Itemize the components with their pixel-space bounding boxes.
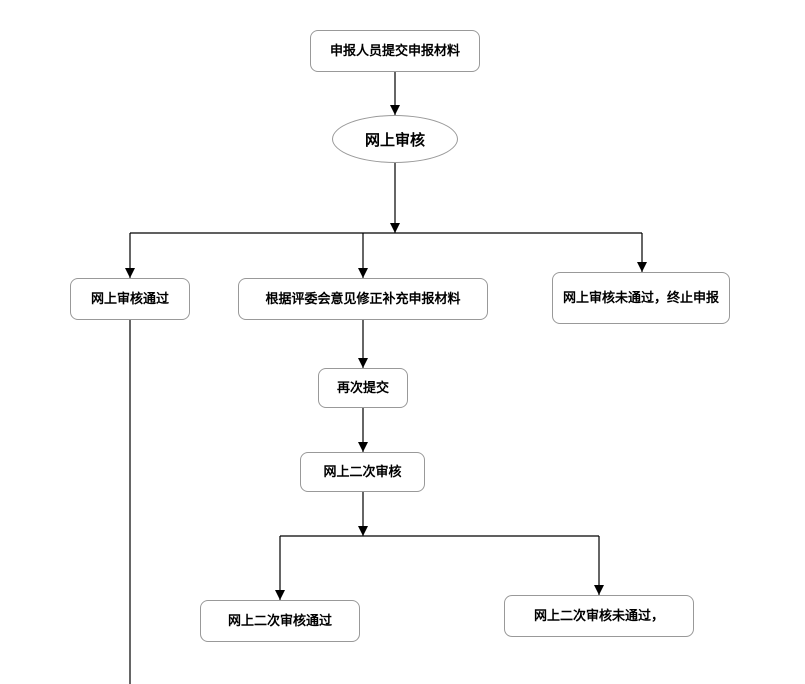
flow-edges	[0, 0, 805, 684]
flow-node-n6: 再次提交	[318, 368, 408, 408]
flow-node-n5: 网上审核未通过，终止申报	[552, 272, 730, 324]
flow-node-n2: 网上审核	[332, 115, 458, 163]
flow-node-n3: 网上审核通过	[70, 278, 190, 320]
flow-node-n7: 网上二次审核	[300, 452, 425, 492]
flow-node-n9: 网上二次审核未通过，	[504, 595, 694, 637]
flow-node-n4: 根据评委会意见修正补充申报材料	[238, 278, 488, 320]
flow-node-n8: 网上二次审核通过	[200, 600, 360, 642]
flow-node-n1: 申报人员提交申报材料	[310, 30, 480, 72]
